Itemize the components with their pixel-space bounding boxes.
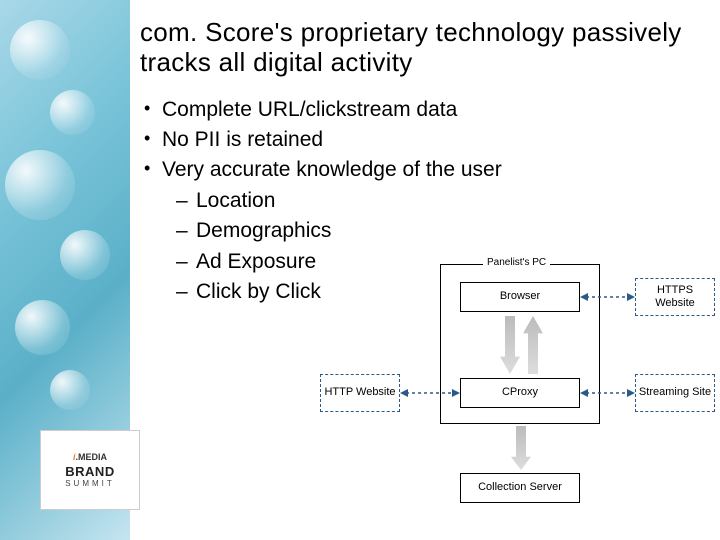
bullet-text: Very accurate knowledge of the user xyxy=(162,158,502,181)
node-http-website: HTTP Website xyxy=(320,374,400,412)
logo-media: .MEDIA xyxy=(76,452,108,462)
connector-http-cproxy xyxy=(400,387,460,399)
water-bubble xyxy=(50,370,90,410)
logo-line3: SUMMIT xyxy=(65,479,115,488)
sub-bullet-item: Demographics xyxy=(162,217,710,245)
brand-logo: i.MEDIA BRAND SUMMIT xyxy=(40,430,140,510)
water-bubble xyxy=(50,90,95,135)
node-streaming-site: Streaming Site xyxy=(635,374,715,412)
panel-group-label: Panelist's PC xyxy=(483,257,550,268)
arrow-down-icon xyxy=(511,426,531,470)
connector-browser-https xyxy=(580,291,635,303)
water-bubble xyxy=(10,20,70,80)
node-https-website: HTTPS Website xyxy=(635,278,715,316)
architecture-diagram: Panelist's PC Browser CProxy Collection … xyxy=(325,258,715,518)
sub-bullet-item: Location xyxy=(162,187,710,215)
water-bubble xyxy=(60,230,110,280)
node-browser: Browser xyxy=(460,282,580,312)
bullet-item: No PII is retained xyxy=(140,126,710,154)
logo-line2: BRAND xyxy=(65,464,114,479)
node-collection-server: Collection Server xyxy=(460,473,580,503)
node-cproxy: CProxy xyxy=(460,378,580,408)
water-bubble xyxy=(15,300,70,355)
bullet-item: Complete URL/clickstream data xyxy=(140,96,710,124)
water-bubble xyxy=(5,150,75,220)
logo-line1: i.MEDIA xyxy=(73,452,107,462)
slide-title: com. Score's proprietary technology pass… xyxy=(140,18,710,78)
connector-cproxy-streaming xyxy=(580,387,635,399)
